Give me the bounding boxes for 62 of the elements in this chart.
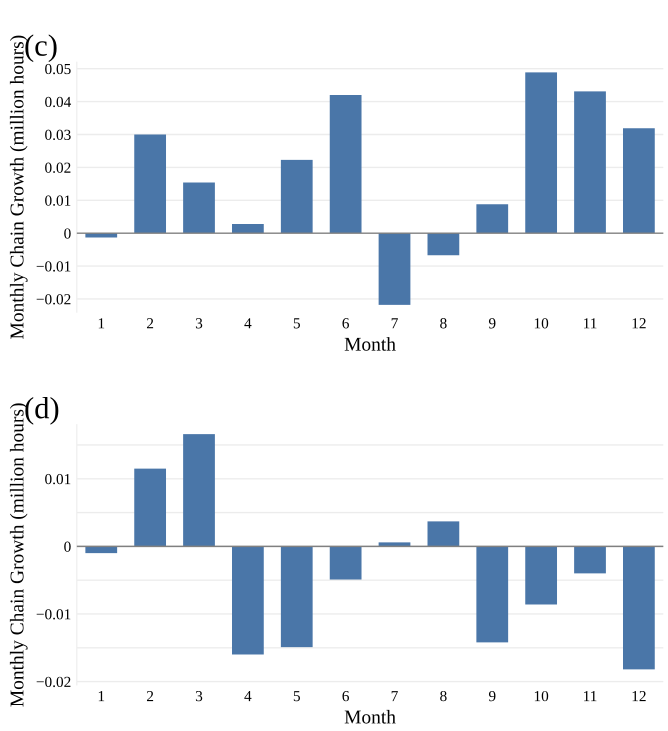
bar xyxy=(183,434,215,546)
x-tick-label: 10 xyxy=(534,318,548,328)
bar xyxy=(428,233,460,256)
x-tick-label: 3 xyxy=(196,318,202,328)
bar xyxy=(134,468,166,546)
x-tick-label: 4 xyxy=(244,691,252,702)
x-tick-label: 6 xyxy=(342,690,349,702)
y-tick-label: −0.01 xyxy=(36,261,70,272)
x-tick-label: 5 xyxy=(294,318,300,328)
x-axis-title: Month xyxy=(344,710,396,724)
bar xyxy=(574,91,606,234)
y-tick-label: −0.01 xyxy=(36,609,70,620)
bar xyxy=(574,546,606,574)
x-tick-label: 2 xyxy=(146,690,154,702)
bar xyxy=(623,128,655,234)
x-tick-label: 7 xyxy=(392,318,398,328)
bar xyxy=(378,233,410,305)
bar xyxy=(428,521,460,546)
y-axis-title: Monthly Chain Growth (million hours) xyxy=(10,36,28,339)
x-tick-label: 9 xyxy=(488,318,496,328)
x-tick-label: 5 xyxy=(294,691,300,702)
bar xyxy=(476,546,508,642)
bar xyxy=(525,72,558,234)
x-tick-label: 3 xyxy=(196,690,202,702)
x-tick-label: 1 xyxy=(98,691,104,702)
bar xyxy=(330,95,362,234)
x-tick-label: 11 xyxy=(584,691,596,702)
y-tick-label: 0 xyxy=(64,542,71,552)
x-axis-title: Month xyxy=(344,337,396,351)
y-tick-label: 0 xyxy=(64,228,71,239)
x-tick-label: 6 xyxy=(342,318,349,328)
y-tick-label: 0.02 xyxy=(45,162,70,173)
x-tick-label: 10 xyxy=(534,690,548,702)
bar xyxy=(623,546,655,670)
bar xyxy=(183,182,215,234)
x-tick-label: 9 xyxy=(488,690,496,702)
y-tick-label: −0.02 xyxy=(36,676,70,688)
chart-title: (c) xyxy=(25,34,57,62)
bar xyxy=(280,546,313,648)
y-tick-label: 0.01 xyxy=(45,195,70,206)
bar xyxy=(232,546,264,655)
bar xyxy=(476,204,508,234)
y-tick-label: 0.03 xyxy=(45,130,71,140)
y-tick-label: 0.05 xyxy=(45,64,71,74)
bar xyxy=(525,546,558,605)
x-tick-label: 12 xyxy=(632,690,646,702)
x-tick-label: 8 xyxy=(440,690,447,702)
x-tick-label: 8 xyxy=(440,318,447,328)
y-tick-label: 0.01 xyxy=(45,474,70,484)
bar xyxy=(232,224,264,234)
bar xyxy=(330,546,362,580)
x-tick-label: 2 xyxy=(146,318,154,328)
bar xyxy=(134,134,166,234)
x-tick-label: 7 xyxy=(392,691,398,702)
x-tick-label: 11 xyxy=(584,318,596,328)
x-tick-label: 12 xyxy=(632,318,646,328)
x-tick-label: 4 xyxy=(244,318,252,328)
bar xyxy=(280,160,313,234)
chart-title: (d) xyxy=(25,397,58,425)
x-tick-label: 1 xyxy=(98,318,104,328)
y-tick-label: −0.02 xyxy=(36,294,70,304)
y-tick-label: 0.04 xyxy=(45,96,72,108)
